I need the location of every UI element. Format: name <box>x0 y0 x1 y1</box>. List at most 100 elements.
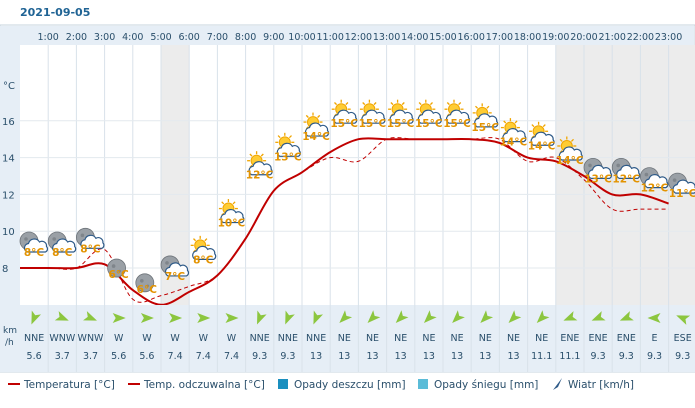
hour-label: 9:00 <box>263 32 284 43</box>
moon-crater <box>140 279 144 283</box>
moon-crater <box>616 163 620 168</box>
legend-label: Opady śniegu [mm] <box>434 379 538 391</box>
cloud-shape <box>672 179 695 194</box>
moon-cloud-icon <box>76 227 105 249</box>
wind-arrow-icon <box>480 310 494 323</box>
sun-ray <box>232 201 236 205</box>
sun-ray <box>531 124 535 128</box>
cloud-shape <box>587 164 613 179</box>
hour-label: 18:00 <box>514 32 541 43</box>
cloud-shape <box>52 238 77 253</box>
moon-crater <box>111 264 116 268</box>
wind-direction: W <box>114 333 124 344</box>
hour-label: 1:00 <box>38 32 59 43</box>
wind-direction: W <box>142 333 152 344</box>
feels-like-line <box>20 137 669 303</box>
temp-label: 15°C <box>443 118 471 130</box>
temp-label: 6°C <box>137 284 158 296</box>
y-axis-unit: °C <box>3 81 15 92</box>
wind-arrow-icon <box>508 310 522 323</box>
temp-label: 13°C <box>584 173 612 185</box>
hour-label: 12:00 <box>345 32 372 43</box>
hour-label: 16:00 <box>458 32 485 43</box>
legend-item: Wiatr [km/h] <box>553 378 634 391</box>
wind-speed: 9.3 <box>280 351 295 362</box>
sun-ray <box>288 135 292 139</box>
date-header: 2021-09-05 <box>20 6 90 19</box>
hour-labels: 1:00 2:00 3:00 4:00 5:00 6:00 7:00 8:00 9:00 10:0… <box>38 32 683 43</box>
sun-ray <box>277 135 281 139</box>
wind-direction: NE <box>507 333 520 344</box>
wind-speed: 7.4 <box>168 351 183 362</box>
legend: Temperatura [°C] Temp. odczuwalna [°C] Opa… <box>8 378 634 391</box>
wind-arrow-icon <box>395 310 409 323</box>
wind-speed: 13 <box>423 351 435 362</box>
moon-crater <box>80 233 85 238</box>
moon-cloud-icon <box>668 172 695 194</box>
wind-unit-bottom: /h <box>5 338 14 348</box>
y-tick-label: 10 <box>2 227 15 238</box>
wind-speed: 11.1 <box>531 351 552 362</box>
cloud-shape <box>644 174 669 189</box>
wind-arrow-icon <box>112 313 126 323</box>
y-tick-label: 12 <box>2 190 15 201</box>
sun-cloud-icon <box>247 151 273 176</box>
series-lines <box>20 137 669 305</box>
wind-arrow-icon <box>536 310 550 323</box>
hour-label: 22:00 <box>627 32 654 43</box>
sun-ray <box>334 102 338 106</box>
cloud-shape <box>502 128 527 143</box>
wind-direction: NNE <box>278 333 298 344</box>
wind-direction: ENE <box>617 333 636 344</box>
left-axis-band <box>0 26 20 372</box>
moon-cloud-icon <box>47 231 77 253</box>
cloud-shape <box>445 109 471 124</box>
wind-speed: 9.3 <box>675 351 690 362</box>
hour-label: 13:00 <box>373 32 400 43</box>
wind-direction: WNW <box>78 333 104 344</box>
moon-cloud-icon <box>583 157 613 179</box>
cloud-shape <box>389 109 414 124</box>
sun-cloud-icon <box>388 99 414 124</box>
y-tick-label: 16 <box>2 117 15 128</box>
cloud-shape <box>164 262 190 277</box>
wind-arrow-icon <box>54 311 69 321</box>
wind-arrow-icon <box>83 311 97 321</box>
hour-label: 17:00 <box>486 32 513 43</box>
temp-label: 14°C <box>556 155 584 167</box>
sun-cloud-icon <box>331 99 358 124</box>
wind-direction: ENE <box>560 333 579 344</box>
moon-icon <box>107 258 126 278</box>
moon-icon <box>135 273 155 293</box>
cloud-shape <box>361 109 386 124</box>
wind-speed: 13 <box>338 351 350 362</box>
sun-cloud-icon <box>218 199 245 224</box>
sun-ray <box>390 102 394 106</box>
wind-speed: 13 <box>479 351 491 362</box>
wind-arrow-icon <box>257 310 267 325</box>
wind-speed: 13 <box>395 351 407 362</box>
sun-ray <box>475 105 479 109</box>
hour-label: 15:00 <box>429 32 456 43</box>
moon-crater <box>588 163 592 168</box>
wind-speed: 3.7 <box>55 351 70 362</box>
wind-direction: W <box>227 333 237 344</box>
hour-header-band <box>1 26 694 45</box>
wind-speed: 11.1 <box>559 351 580 362</box>
cloud-shape <box>616 164 641 179</box>
hour-label: 20:00 <box>570 32 597 43</box>
sun-ray <box>204 238 208 242</box>
wind-arrow-icon <box>423 310 437 323</box>
hour-label: 21:00 <box>599 32 626 43</box>
sun-cloud-icon <box>529 121 555 146</box>
temp-label: 8°C <box>24 247 45 259</box>
wind-direction: NE <box>338 333 351 344</box>
temp-label: 12°C <box>246 170 274 182</box>
temp-label: 15°C <box>359 118 387 130</box>
wind-direction: NE <box>535 333 548 344</box>
wind-direction: NE <box>394 333 407 344</box>
moon-crater <box>672 178 677 182</box>
wind-speed: 13 <box>310 351 322 362</box>
legend-rain-swatch <box>278 379 288 389</box>
